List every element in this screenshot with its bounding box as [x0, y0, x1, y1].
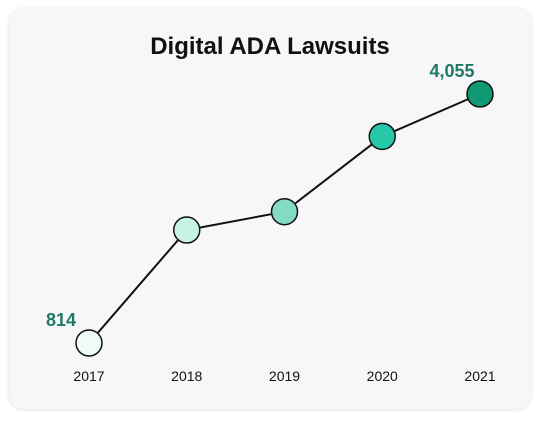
- data-point-2021: [466, 80, 494, 108]
- x-axis-ticks: 2017 2018 2019 2020 2021: [73, 368, 495, 384]
- x-tick-label-2019: 2019: [269, 368, 300, 384]
- chart-title: Digital ADA Lawsuits: [150, 33, 390, 60]
- data-point-2018: [173, 216, 201, 244]
- x-tick-label-2021: 2021: [464, 368, 495, 384]
- data-label-2017: 814: [46, 310, 76, 330]
- data-point-2019: [270, 197, 299, 226]
- x-tick-label-2017: 2017: [73, 368, 104, 384]
- x-tick-label-2018: 2018: [171, 368, 202, 384]
- data-points-layer: [75, 80, 494, 357]
- data-point-2020: [368, 122, 396, 151]
- data-point-2017: [75, 329, 103, 357]
- x-tick-label-2020: 2020: [367, 368, 398, 384]
- data-labels-layer: 814 4,055: [46, 61, 475, 330]
- data-label-2021: 4,055: [429, 61, 474, 81]
